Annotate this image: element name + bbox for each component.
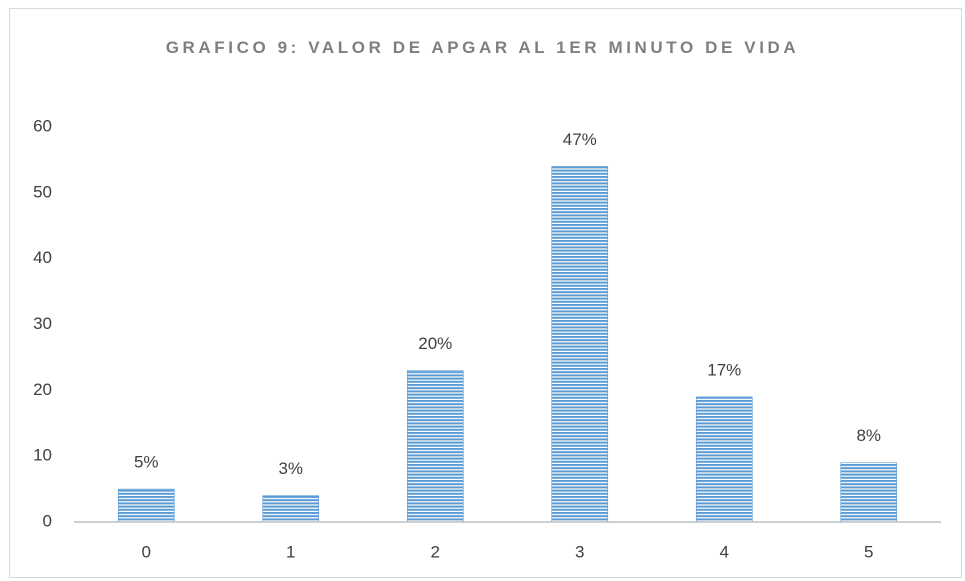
y-tick-label: 60	[33, 116, 52, 135]
data-label: 47%	[563, 130, 597, 149]
bar	[117, 488, 175, 523]
data-label: 17%	[707, 360, 741, 379]
x-tick-label: 4	[720, 542, 729, 561]
x-tick-label: 3	[575, 542, 584, 561]
y-tick-label: 30	[33, 314, 52, 333]
data-label: 8%	[856, 426, 881, 445]
x-tick-label: 0	[142, 542, 151, 561]
x-tick-label: 1	[286, 542, 295, 561]
x-tick-label: 2	[431, 542, 440, 561]
data-label: 20%	[418, 334, 452, 353]
bar	[262, 495, 320, 523]
y-tick-label: 50	[33, 182, 52, 201]
y-tick-label: 0	[43, 511, 52, 530]
bar	[695, 396, 753, 523]
y-tick-label: 10	[33, 446, 52, 465]
y-tick-label: 20	[33, 380, 52, 399]
x-tick-label: 5	[864, 542, 873, 561]
bar	[406, 370, 464, 523]
y-tick-label: 40	[33, 248, 52, 267]
chart-title: GRAFICO 9: VALOR DE APGAR AL 1ER MINUTO …	[165, 38, 800, 57]
data-label: 3%	[278, 459, 303, 478]
chart-border	[9, 8, 962, 578]
data-label: 5%	[134, 453, 159, 472]
bar	[840, 462, 898, 523]
bar	[551, 166, 609, 523]
